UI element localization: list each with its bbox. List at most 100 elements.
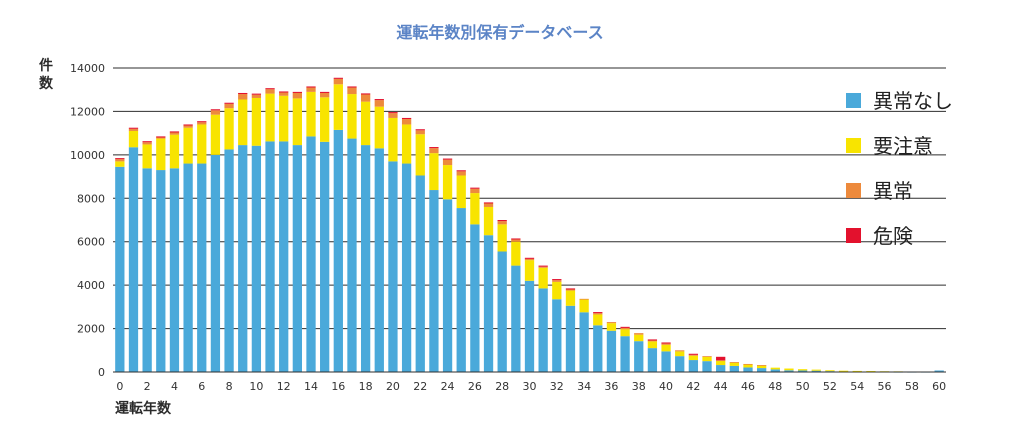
x-tick-label: 22 (413, 380, 427, 393)
bar-segment-1-41 (675, 351, 685, 357)
bar-segment-0-30 (524, 280, 535, 372)
bar-segment-2-12 (279, 92, 289, 96)
bar-segment-0-49 (784, 370, 794, 372)
bar-segment-1-26 (470, 193, 480, 225)
bar-segment-0-16 (333, 129, 343, 372)
legend-swatch-0 (846, 93, 861, 108)
x-tick-label: 12 (277, 380, 291, 393)
bar-segment-0-20 (388, 161, 398, 372)
bar-segment-0-41 (675, 356, 685, 372)
bar-segment-0-12 (279, 141, 289, 372)
bar-segment-3-16 (333, 77, 343, 79)
bar-segment-1-0 (115, 161, 125, 167)
bar-segment-1-31 (538, 267, 548, 289)
bar-segment-2-19 (374, 100, 384, 107)
bar-segment-3-14 (306, 86, 316, 88)
bar-segment-1-16 (333, 84, 343, 130)
bar-segment-3-31 (538, 265, 548, 267)
bar-segment-0-40 (661, 351, 671, 372)
bar-segment-1-23 (429, 153, 439, 191)
x-tick-label: 4 (171, 380, 178, 393)
bar-segment-1-19 (374, 106, 384, 149)
bar-segment-2-13 (292, 92, 302, 99)
bar-segment-1-46 (743, 364, 753, 368)
y-tick-label: 14000 (70, 62, 105, 75)
bar-segment-0-35 (593, 325, 603, 372)
x-tick-label: 48 (768, 380, 782, 393)
bar-segment-1-11 (265, 93, 275, 142)
bar-segment-1-48 (770, 367, 780, 370)
bar-segment-3-33 (565, 288, 576, 290)
bar-segment-2-45 (729, 362, 739, 363)
bar-segment-0-29 (511, 265, 521, 372)
bar-segment-3-9 (238, 92, 248, 95)
bar-segment-1-47 (757, 365, 767, 369)
bar-segment-2-46 (743, 363, 753, 365)
bar-segment-3-21 (401, 117, 412, 120)
bar-segment-1-1 (128, 130, 139, 148)
bar-segment-3-13 (292, 91, 302, 93)
x-tick-label: 8 (226, 380, 233, 393)
bar-segment-1-34 (579, 299, 589, 313)
bar-segment-0-11 (265, 141, 275, 372)
bar-segment-0-8 (224, 149, 234, 372)
bar-segment-3-11 (265, 88, 275, 90)
x-tick-label: 42 (686, 380, 700, 393)
bar-segment-1-14 (306, 91, 316, 137)
bar-segment-0-19 (374, 148, 384, 372)
x-tick-label: 34 (577, 380, 591, 393)
bar-segment-0-4 (169, 168, 180, 372)
bar-segment-1-24 (442, 165, 453, 200)
chart-title: 運転年数別保有データベース (396, 23, 603, 42)
bar-segment-0-42 (688, 360, 699, 372)
x-tick-label: 26 (468, 380, 482, 393)
bar-segment-1-53 (838, 370, 849, 372)
bar-segment-0-50 (797, 370, 808, 372)
bar-segment-2-14 (306, 87, 316, 92)
bar-segment-3-27 (483, 202, 494, 204)
legend-swatch-1 (846, 138, 861, 153)
bar-segment-3-40 (661, 342, 671, 344)
x-tick-label: 54 (850, 380, 864, 393)
bar-segment-3-42 (688, 353, 699, 355)
x-tick-label: 14 (304, 380, 318, 393)
bar-segment-0-18 (360, 145, 371, 372)
bar-segment-3-37 (620, 326, 630, 328)
x-tick-label: 30 (523, 380, 537, 393)
bar-segment-1-27 (483, 206, 494, 236)
y-axis-title: 件数 (39, 57, 54, 92)
bar-segment-2-10 (251, 94, 262, 98)
bar-segment-0-37 (620, 336, 630, 372)
bar-segment-0-5 (183, 163, 193, 372)
bar-segment-0-25 (456, 208, 466, 372)
x-tick-label: 32 (550, 380, 564, 393)
bar-segment-2-2 (142, 142, 152, 145)
bar-segment-0-1 (128, 147, 139, 372)
bar-segment-2-6 (197, 122, 207, 125)
bar-segment-3-18 (360, 93, 371, 95)
bar-segment-2-16 (333, 78, 343, 85)
bar-segment-0-38 (634, 341, 644, 372)
bar-segment-1-43 (702, 356, 712, 362)
bar-segment-2-41 (675, 350, 685, 352)
bar-segment-2-37 (620, 327, 630, 330)
x-tick-label: 20 (386, 380, 400, 393)
x-tick-label: 52 (823, 380, 837, 393)
y-tick-label: 2000 (77, 323, 105, 336)
bar-segment-3-26 (470, 187, 480, 189)
bar-segment-3-28 (497, 220, 507, 222)
bar-segment-2-21 (401, 119, 412, 125)
bar-segment-0-17 (347, 138, 357, 372)
bar-segment-0-34 (579, 312, 589, 372)
bar-segment-2-8 (224, 103, 234, 109)
bar-segment-1-18 (360, 101, 371, 146)
bar-segment-2-1 (128, 128, 139, 131)
bar-segment-1-17 (347, 94, 357, 139)
x-tick-label: 58 (905, 380, 919, 393)
x-tick-label: 50 (796, 380, 810, 393)
bar-segment-3-5 (183, 124, 193, 126)
bar-segment-2-5 (183, 125, 193, 128)
bars (115, 77, 944, 373)
bar-segment-0-33 (565, 305, 576, 372)
x-tick-label: 0 (116, 380, 123, 393)
